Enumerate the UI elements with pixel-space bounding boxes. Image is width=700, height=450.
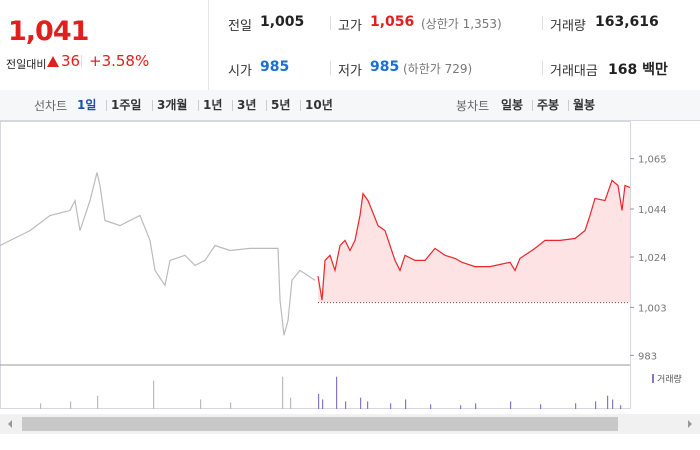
tab[interactable]: 1주일 (111, 98, 142, 112)
info-label: 거래대금 (550, 64, 598, 79)
tab[interactable]: 3년 (237, 98, 257, 112)
tab-group-label: 선차트 (34, 99, 68, 113)
info-label: 고가 (338, 19, 362, 34)
info-value: 168 백만 (608, 62, 668, 78)
divider (330, 61, 331, 75)
tab[interactable]: 1일 (77, 98, 97, 112)
info-value: 985 (370, 59, 400, 75)
legend-swatch (652, 374, 654, 383)
volume-bar (230, 402, 232, 409)
volume-bar (575, 403, 577, 409)
volume-bar (430, 404, 432, 409)
divider (300, 100, 301, 111)
price-line (0, 172, 316, 336)
divider (152, 100, 153, 111)
volume-bar (612, 399, 614, 409)
y-tick-label: 1,003 (638, 303, 667, 314)
info-label: 저가 (338, 64, 362, 79)
divider (542, 16, 543, 30)
volume-bar (390, 403, 392, 409)
volume-bar (540, 404, 542, 409)
tab[interactable]: 일봉 (501, 98, 524, 112)
divider (532, 100, 533, 111)
scroll-right (688, 420, 692, 428)
info-label: 거래량 (550, 19, 586, 34)
tab[interactable]: 10년 (305, 98, 333, 112)
area-fill (318, 180, 630, 303)
info-note: (하한가 729) (403, 62, 473, 76)
scrollbar-thumb (22, 417, 618, 431)
info-value: 1,005 (260, 14, 305, 30)
volume-bar (322, 399, 324, 409)
volume-bar (460, 405, 462, 409)
volume-bar (336, 376, 338, 409)
tab[interactable]: 주봉 (537, 98, 560, 112)
y-tick-label: 983 (638, 351, 657, 362)
info-value: 985 (260, 59, 290, 75)
volume-bar (97, 395, 99, 409)
info-value: 1,056 (370, 14, 415, 30)
tab[interactable]: 월봉 (573, 98, 596, 112)
volume-bar (595, 401, 597, 409)
volume-bar (40, 403, 42, 409)
volume-bar (200, 399, 202, 409)
volume-bar (475, 403, 477, 409)
divider (198, 100, 199, 111)
tab[interactable]: 5년 (271, 98, 291, 112)
change: 36 (61, 52, 81, 70)
tab-bar (0, 90, 700, 121)
volume-bar (607, 395, 609, 409)
divider (208, 0, 209, 90)
change-label: 전일대비 (6, 58, 47, 71)
divider (232, 100, 233, 111)
volume-bar (405, 399, 407, 409)
volume-bar (620, 405, 622, 409)
info-label: 전일 (228, 19, 252, 34)
info-label: 시가 (228, 64, 252, 79)
divider (266, 100, 267, 111)
info-note: (상한가 1,353) (421, 17, 502, 31)
up-icon (47, 56, 59, 67)
tab[interactable]: 1년 (203, 98, 223, 112)
plot-frame (0, 121, 631, 409)
divider (330, 16, 331, 30)
scroll-left (8, 420, 12, 428)
divider (568, 100, 569, 111)
volume-bar (282, 376, 284, 409)
y-tick-label: 1,065 (638, 155, 667, 166)
divider (106, 100, 107, 111)
volume-bar (318, 393, 320, 409)
price-line (317, 179, 631, 301)
volume-bar (290, 397, 292, 409)
legend-label: 거래량 (657, 373, 682, 385)
divider (542, 61, 543, 75)
y-tick-label: 1,024 (638, 253, 667, 264)
volume-bar (367, 401, 369, 409)
volume-bar (360, 397, 362, 409)
volume-bar (70, 401, 72, 409)
price: 1,041 (8, 16, 89, 47)
divider (81, 55, 82, 68)
volume-bar (153, 380, 155, 409)
tab-group-label: 봉차트 (456, 99, 490, 113)
tab[interactable]: 3개월 (157, 98, 188, 112)
volume-bar (510, 401, 512, 409)
volume-bar (345, 401, 347, 409)
change-pct: +3.58% (89, 52, 150, 70)
info-value: 163,616 (595, 14, 659, 30)
y-tick-label: 1,044 (638, 205, 667, 216)
